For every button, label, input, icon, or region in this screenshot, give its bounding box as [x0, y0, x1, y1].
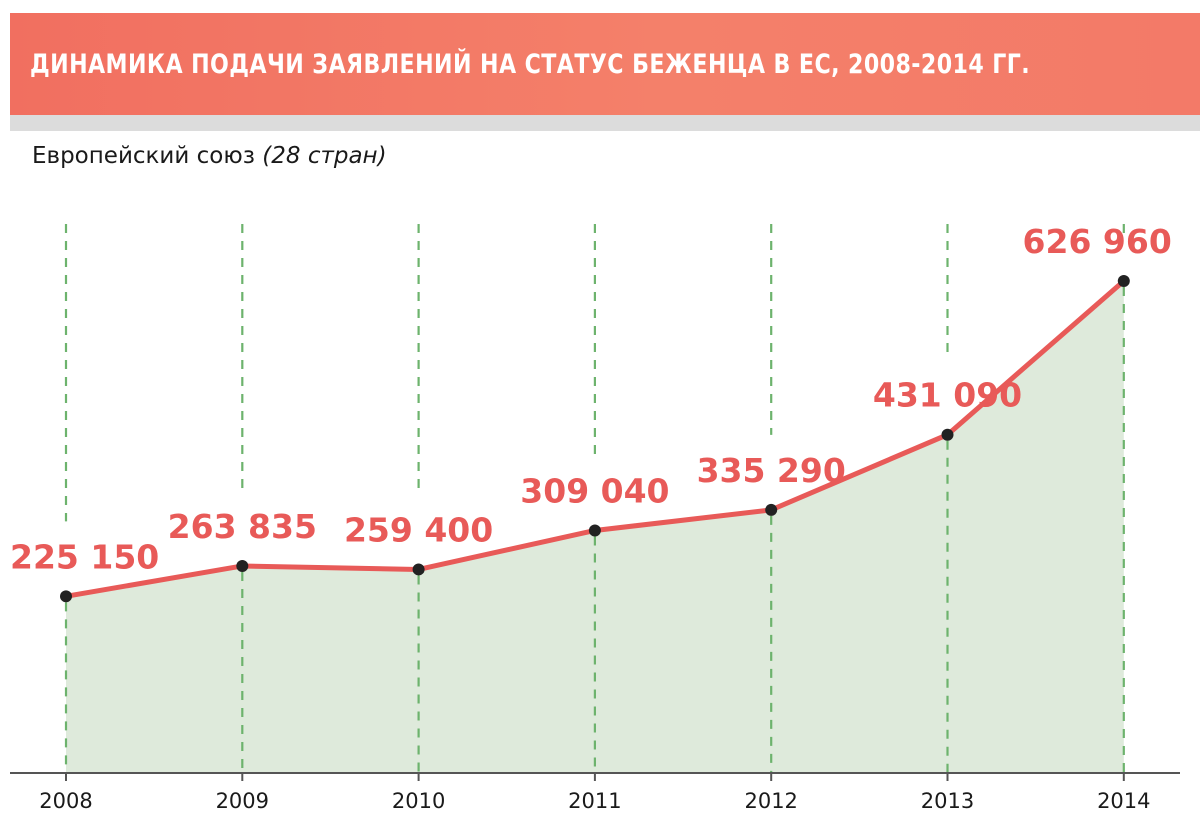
data-point — [588, 524, 601, 537]
data-point — [60, 590, 72, 603]
area-fill — [66, 281, 1124, 773]
data-point — [1117, 275, 1130, 287]
x-tick-label: 2013 — [921, 789, 974, 813]
value-label: 309 040 — [520, 471, 669, 510]
x-tick-label: 2009 — [216, 789, 269, 813]
x-tick-label: 2011 — [568, 789, 621, 813]
subtitle-text: Европейский союз — [32, 143, 255, 169]
value-label: 431 090 — [873, 376, 1022, 415]
data-point — [941, 428, 954, 441]
x-tick-label: 2014 — [1097, 789, 1150, 813]
data-point — [236, 559, 249, 572]
chart-subtitle: Европейский союз (28 стран) — [32, 143, 387, 169]
value-label: 259 400 — [344, 510, 493, 549]
x-tick-label: 2012 — [744, 789, 797, 813]
value-label: 626 960 — [1023, 222, 1172, 261]
title-band-shadow — [10, 115, 1200, 131]
subtitle-note: (28 стран) — [262, 143, 387, 169]
chart-title: ДИНАМИКА ПОДАЧИ ЗАЯВЛЕНИЙ НА СТАТУС БЕЖЕ… — [30, 48, 1031, 80]
data-point — [412, 563, 425, 576]
value-label: 263 835 — [168, 507, 317, 546]
title-band: ДИНАМИКА ПОДАЧИ ЗАЯВЛЕНИЙ НА СТАТУС БЕЖЕ… — [10, 13, 1200, 115]
value-label: 335 290 — [697, 451, 846, 490]
value-label: 225 150 — [10, 537, 159, 576]
data-point — [765, 503, 778, 516]
x-tick-label: 2010 — [392, 789, 445, 813]
x-tick-label: 2008 — [39, 789, 92, 813]
